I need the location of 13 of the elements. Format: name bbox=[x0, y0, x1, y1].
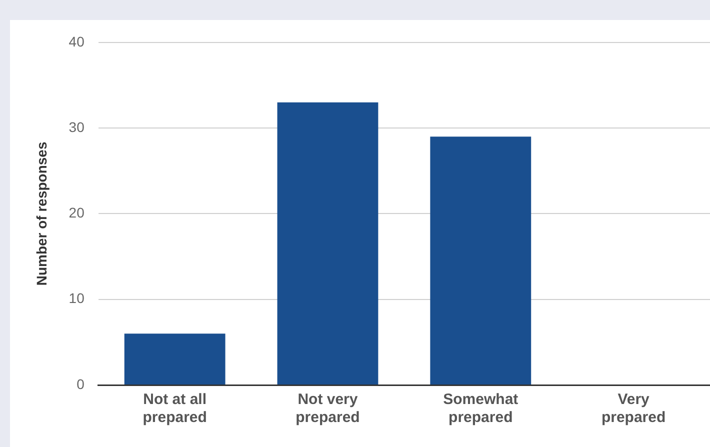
y-tick-label: 30 bbox=[68, 118, 85, 135]
y-tick-label: 10 bbox=[68, 290, 85, 306]
bar bbox=[124, 334, 226, 384]
x-tick-label: Not at all prepared bbox=[142, 391, 207, 426]
y-tick-label: 40 bbox=[68, 33, 85, 50]
y-tick-label: 20 bbox=[68, 204, 85, 221]
x-tick-label: Not very prepared bbox=[296, 391, 360, 426]
x-tick-label: Somewhat prepared bbox=[443, 391, 518, 426]
y-axis-title: Number of responses bbox=[33, 142, 50, 286]
y-tick-label: 0 bbox=[76, 376, 85, 392]
x-tick-label: Very prepared bbox=[601, 391, 666, 426]
bar bbox=[430, 136, 532, 384]
bar bbox=[277, 102, 378, 384]
